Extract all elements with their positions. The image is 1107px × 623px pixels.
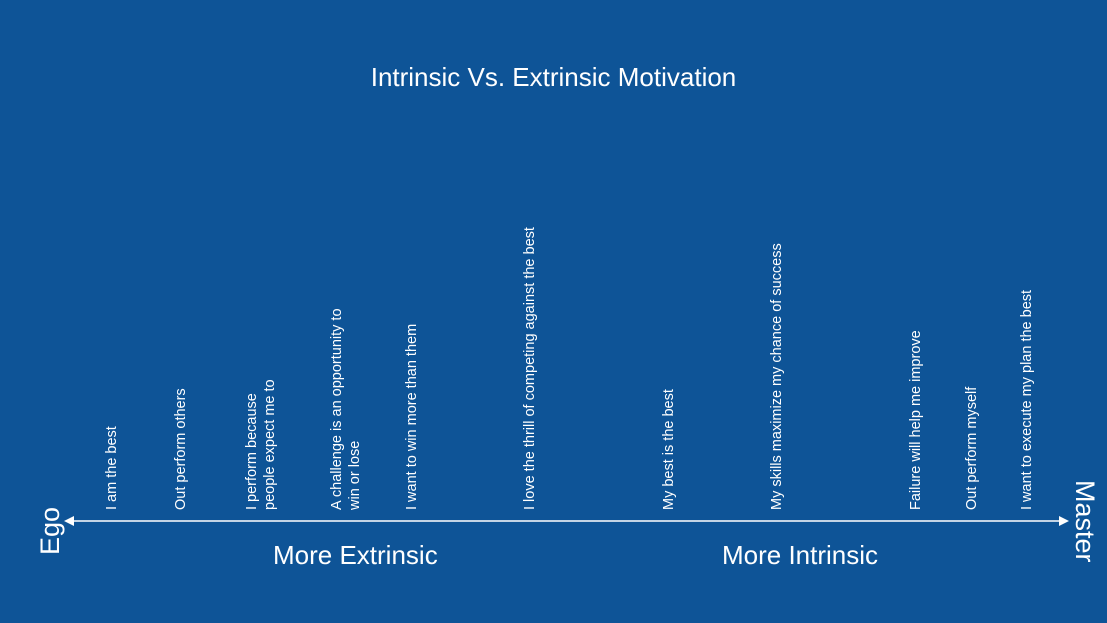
more-intrinsic-label: More Intrinsic: [722, 540, 879, 570]
ego-label: Ego: [35, 506, 65, 555]
axis-arrow-right: [1059, 516, 1069, 526]
master-label: Master: [1070, 480, 1100, 563]
axis-arrow-left: [64, 516, 74, 526]
more-extrinsic-label: More Extrinsic: [273, 540, 438, 570]
diagram-title: Intrinsic Vs. Extrinsic Motivation: [370, 62, 737, 92]
